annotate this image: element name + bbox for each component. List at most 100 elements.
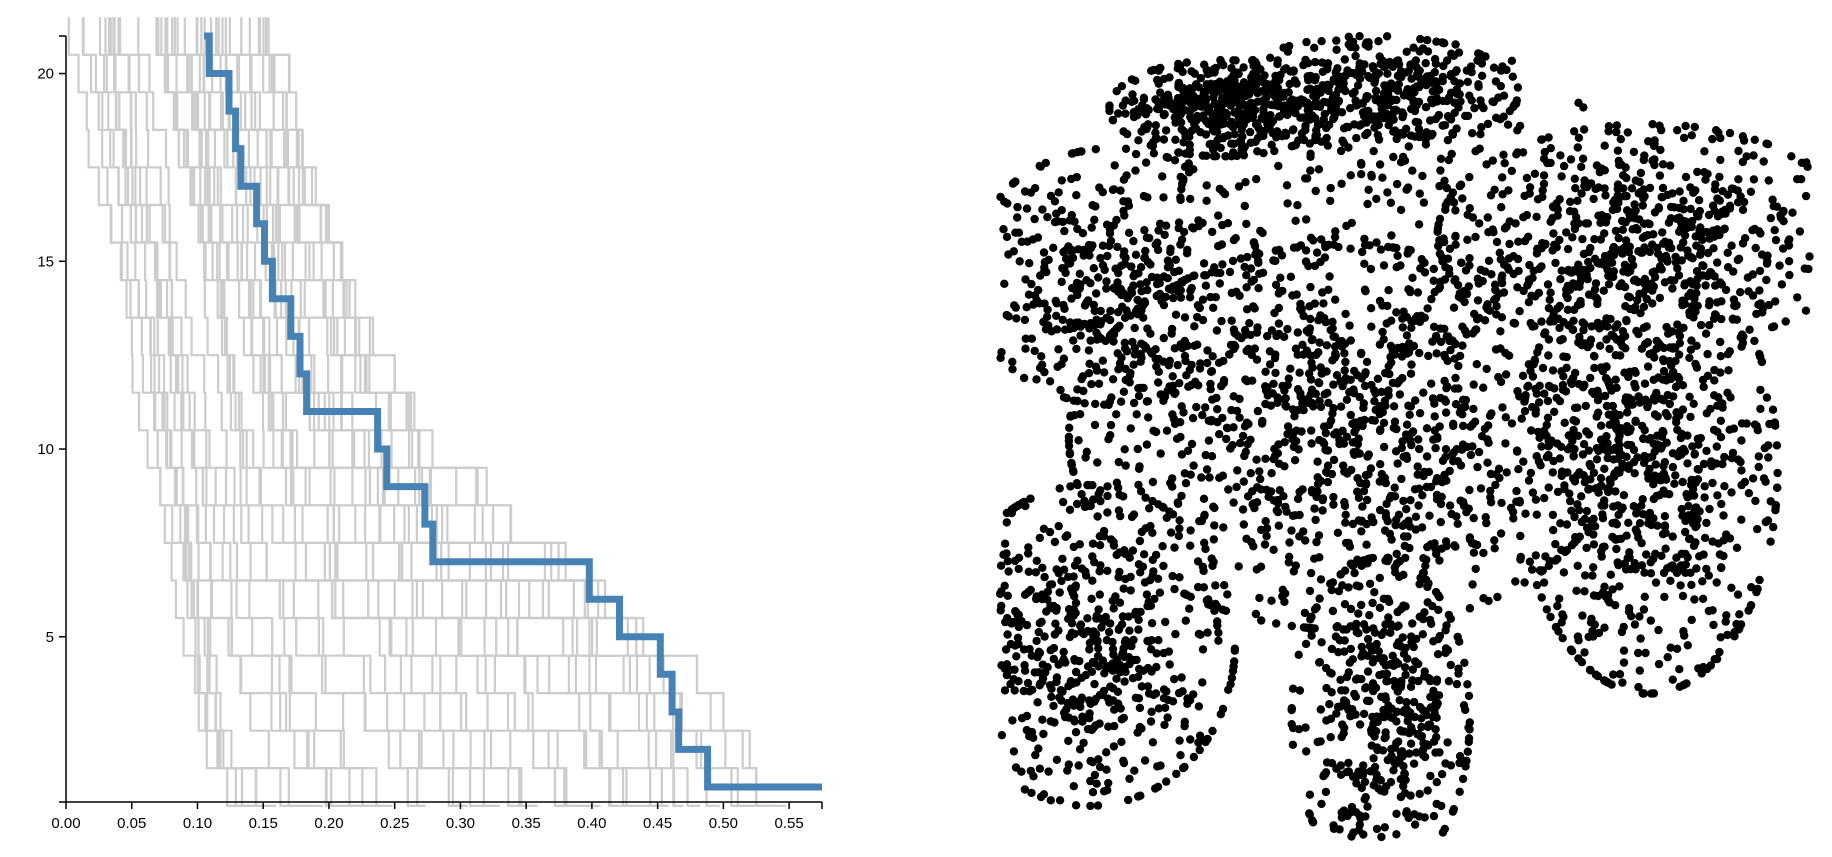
scatter-point [1336,702,1345,711]
scatter-point [1719,536,1729,545]
scatter-point [1056,686,1066,695]
scatter-point [1480,424,1490,434]
scatter-point [1406,402,1416,411]
scatter-point [1594,408,1603,417]
scatter-point [1544,335,1554,344]
scatter-point [1676,243,1686,252]
scatter-point [1451,40,1460,49]
scatter-point [1257,419,1267,428]
scatter-point [1298,340,1307,349]
scatter-point [1423,542,1432,552]
scatter-point [1429,276,1438,285]
scatter-point [1067,210,1077,220]
scatter-point [1515,496,1524,506]
scatter-point [1200,271,1209,280]
scatter-point [1453,280,1463,290]
scatter-point [1481,513,1490,522]
scatter-point [1218,260,1227,269]
scatter-point [1065,423,1074,432]
scatter-point [1214,628,1223,637]
background-trace [267,17,762,807]
scatter-point [1044,767,1053,776]
scatter-point [1323,477,1333,487]
scatter-point [1024,290,1034,299]
scatter-point [1027,334,1037,343]
scatter-point [1200,60,1209,69]
scatter-point [1505,106,1515,116]
scatter-point [1261,367,1270,376]
scatter-point [1208,352,1217,361]
scatter-point [1422,482,1431,492]
scatter-point [1114,457,1124,467]
scatter-point [1154,378,1163,387]
scatter-point [1287,704,1297,713]
scatter-point [1017,714,1027,723]
scatter-point [1383,69,1392,78]
scatter-point [1618,334,1627,343]
scatter-point [1596,421,1606,430]
scatter-point [1002,670,1012,680]
scatter-point [1091,399,1100,409]
scatter-point [1755,575,1764,585]
scatter-point [1415,47,1424,56]
scatter-point [1148,555,1158,565]
scatter-point [1742,419,1751,428]
scatter-point [1710,376,1719,385]
scatter-point [1532,510,1542,519]
scatter-point [1763,251,1772,260]
scatter-point [1235,413,1244,422]
scatter-point [1033,653,1042,662]
scatter-point [1010,556,1020,566]
scatter-point [1652,388,1661,398]
scatter-point [1134,391,1144,401]
scatter-point [1766,213,1776,223]
scatter-point [1531,495,1541,504]
scatter-point [1108,116,1118,125]
scatter-point [1341,309,1350,319]
scatter-point [1531,551,1541,560]
scatter-point [1083,662,1093,671]
scatter-point [1113,242,1122,252]
scatter-point [1610,409,1619,418]
scatter-point [1738,205,1748,215]
scatter-point [1442,183,1452,193]
scatter-point [1580,648,1589,657]
scatter-point [1109,742,1119,751]
scatter-point [1614,233,1623,243]
scatter-point [1482,160,1491,169]
scatter-point [1203,358,1212,368]
scatter-point [1109,604,1118,613]
scatter-point [1670,479,1679,488]
scatter-point [1348,519,1358,529]
scatter-point [1305,586,1315,596]
scatter-point [1121,636,1130,645]
scatter-point [1174,148,1184,157]
scatter-point [1365,641,1375,651]
scatter-point [1226,444,1235,453]
scatter-point [1679,133,1689,143]
scatter-point [1698,577,1707,586]
scatter-point [1605,344,1614,354]
scatter-point [1512,486,1521,496]
scatter-point [1275,112,1285,121]
scatter-point [1544,381,1554,391]
scatter-point [1201,96,1211,105]
scatter-point [1175,524,1184,533]
scatter-point [1207,268,1217,277]
scatter-point [1525,260,1534,270]
scatter-point [1408,665,1418,674]
scatter-point [1734,254,1744,263]
scatter-point [1526,468,1536,478]
scatter-point [1465,604,1475,613]
scatter-point [1685,353,1694,362]
scatter-point [1222,434,1231,444]
scatter-point [1500,159,1509,168]
scatter-point [1093,458,1102,467]
scatter-point [1626,565,1635,574]
scatter-point [1373,374,1383,383]
scatter-point [1590,235,1599,244]
scatter-point [1306,149,1315,158]
x-tick-label: 0.40 [577,815,606,832]
scatter-point [1300,608,1310,618]
scatter-point [1242,219,1251,229]
